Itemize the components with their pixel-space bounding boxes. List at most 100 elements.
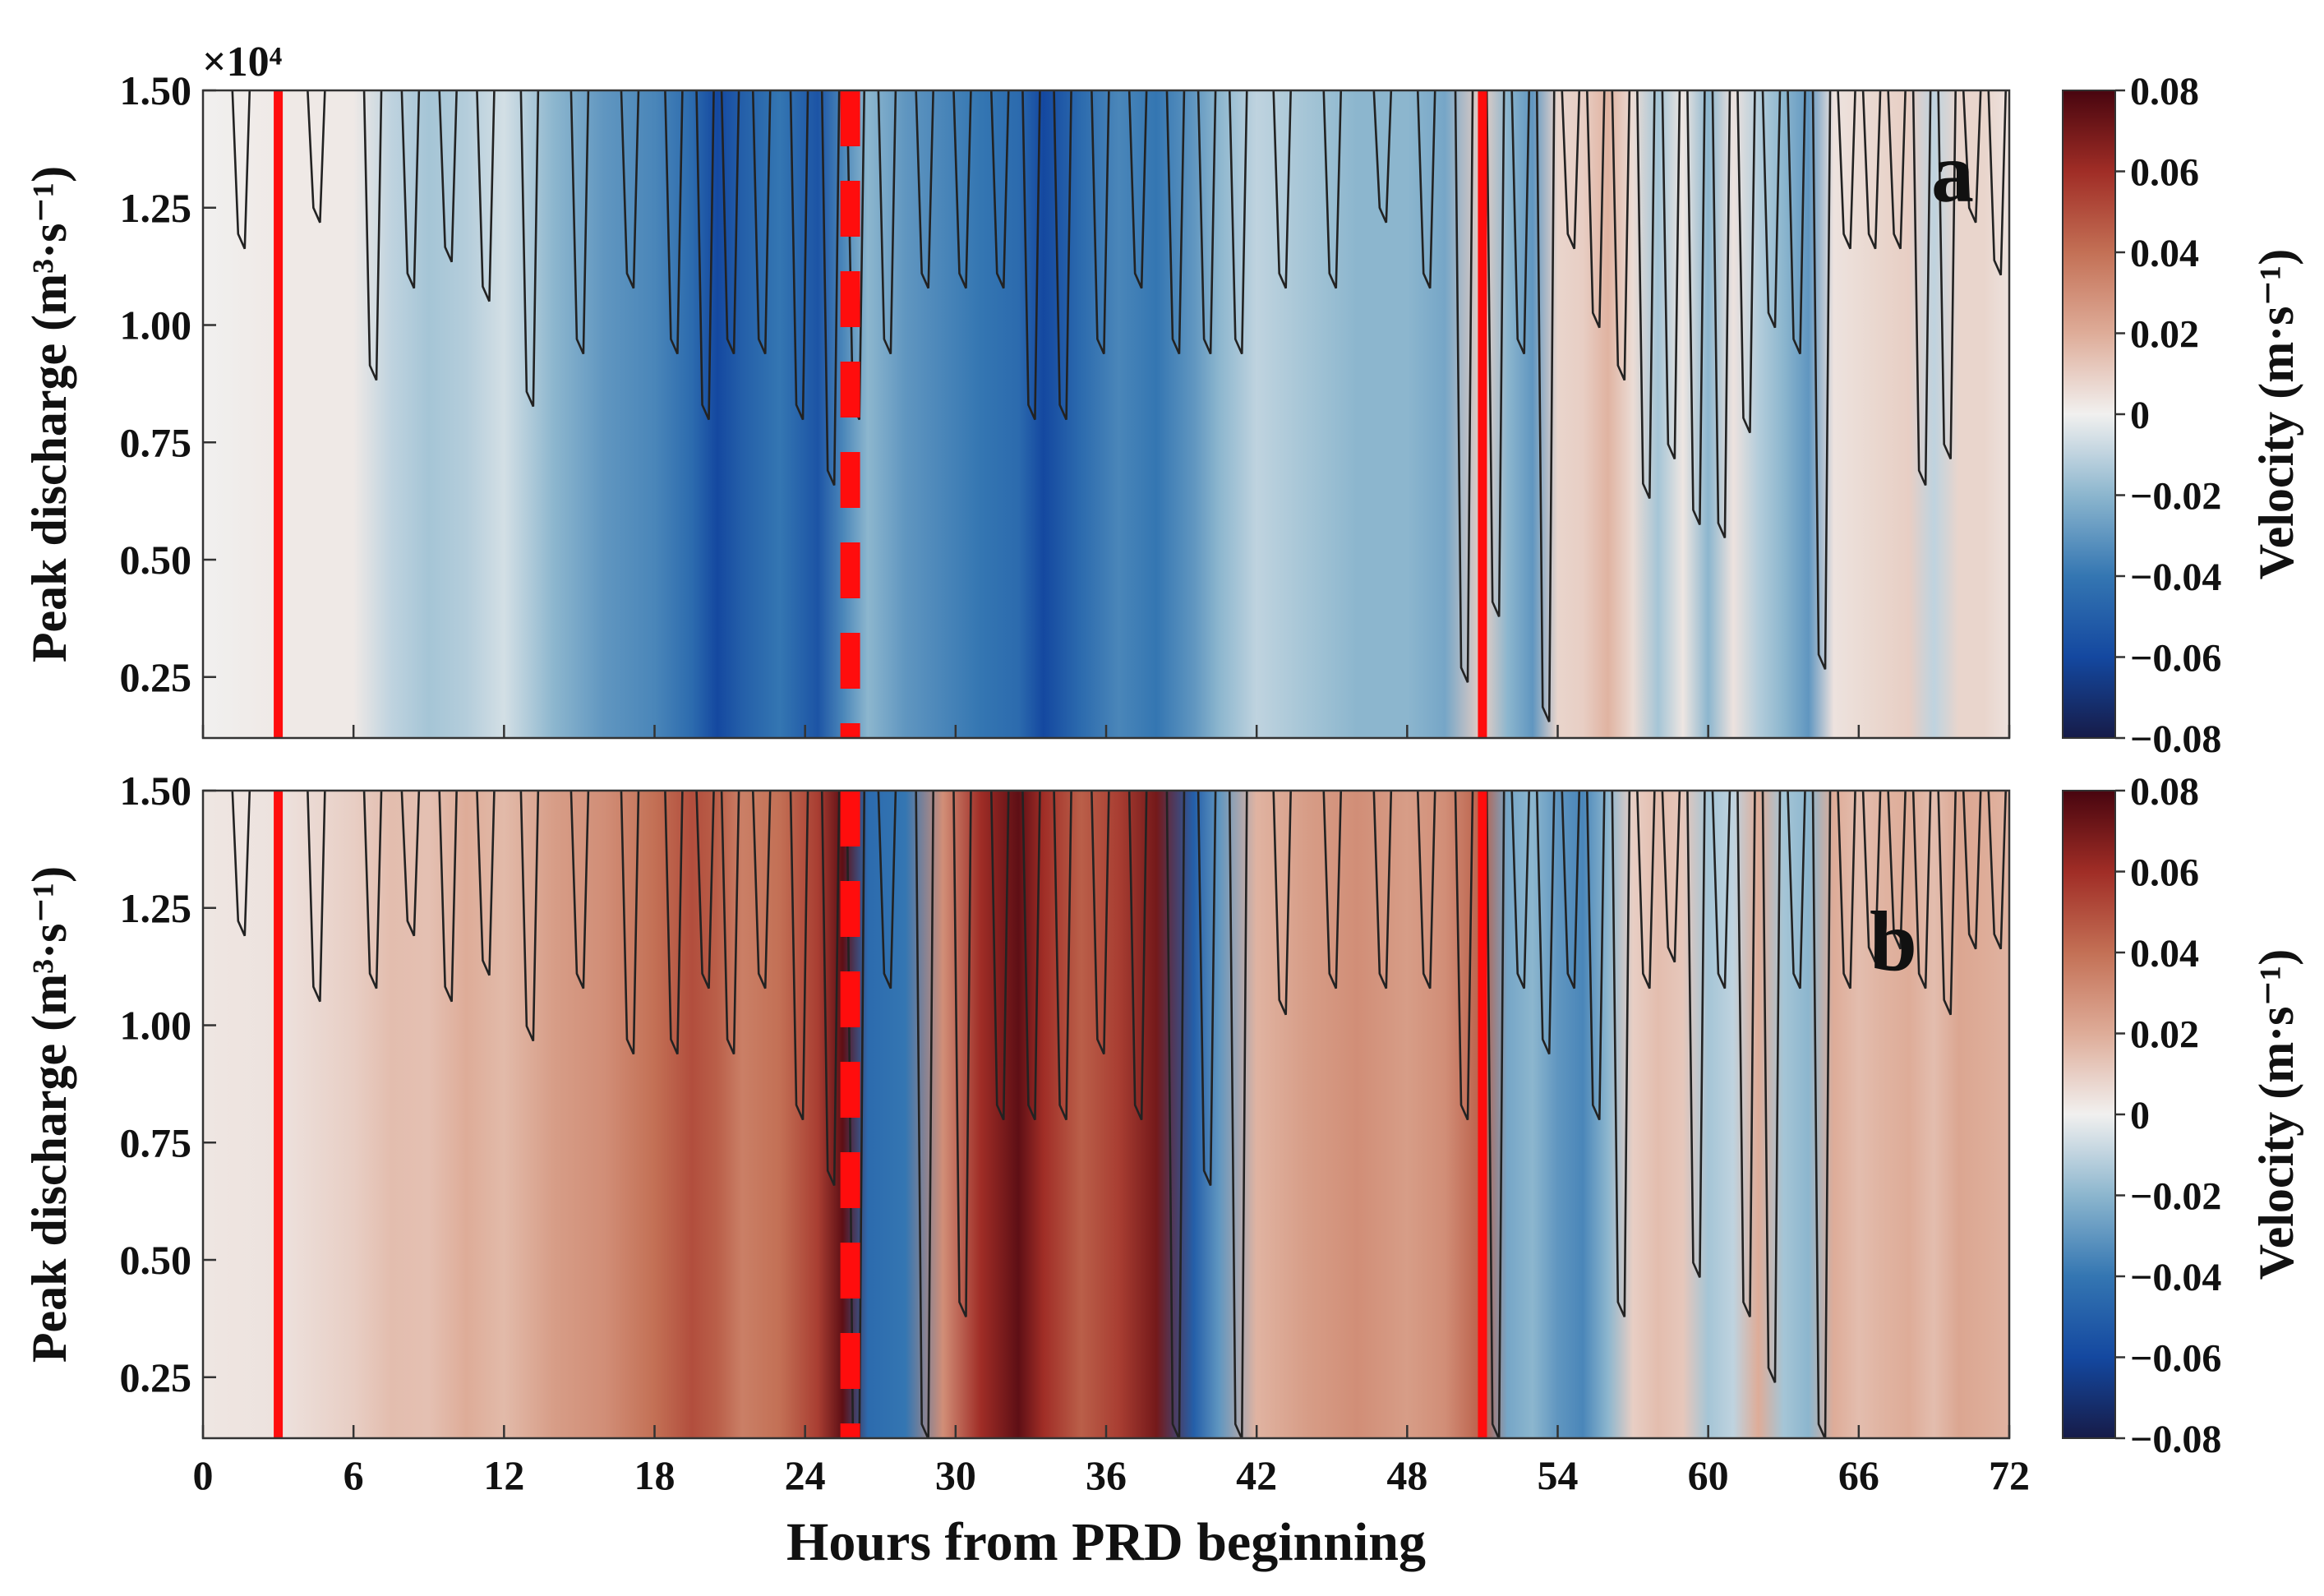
panel-b: 0.25 0.50 0.75 1.00 1.25 1.50 b Peak discharg… xyxy=(22,768,2303,1461)
contour-line xyxy=(1811,791,1832,1438)
contour-line xyxy=(1561,791,1581,989)
contour-line xyxy=(1937,791,1957,1016)
contour-line xyxy=(1962,90,1982,224)
contour-line xyxy=(877,791,897,989)
contour-line xyxy=(1937,90,1957,460)
contour-line xyxy=(1053,90,1072,421)
colorbar-tick-label: −0.08 xyxy=(2130,717,2221,761)
contour-line xyxy=(519,90,540,408)
contour-line xyxy=(1165,791,1186,1438)
contour-line xyxy=(1761,791,1782,1383)
y-tick-label: 0.75 xyxy=(120,1119,192,1165)
panel-a-y-ticks: 0.25 0.50 0.75 1.00 1.25 1.50 xyxy=(120,67,216,700)
contour-line xyxy=(1510,791,1531,989)
contour-line xyxy=(307,791,326,1003)
contour-line xyxy=(695,791,715,989)
contour-line xyxy=(1962,791,1982,950)
contour-line xyxy=(1887,90,1907,250)
contour-line xyxy=(1127,90,1148,289)
contour-line xyxy=(1416,791,1436,989)
panel-a: 0.25 0.50 0.75 1.00 1.25 1.50 ×10⁴ a Peak dis… xyxy=(22,39,2303,761)
x-tick-label: 42 xyxy=(1236,1452,1277,1498)
contour-line xyxy=(1272,791,1292,1016)
panel-label-b: b xyxy=(1870,894,1917,989)
contour-line xyxy=(664,791,684,1055)
contour-line xyxy=(231,90,251,250)
contour-line xyxy=(1661,90,1681,460)
colorbar-tick-label: 0.02 xyxy=(2130,313,2199,357)
contour-line xyxy=(877,90,897,355)
contour-line xyxy=(915,791,934,1438)
contour-line xyxy=(620,791,640,1055)
panel-a-contours xyxy=(231,90,2008,722)
contour-line xyxy=(1911,791,1932,989)
contour-line xyxy=(952,90,972,289)
colorbar-b-ticks: 0.08 0.06 0.04 0.02 0 −0.02 −0.04 −0.06 −0.08 xyxy=(2115,770,2221,1461)
contour-line xyxy=(1485,90,1506,617)
contour-line xyxy=(1636,90,1656,500)
contour-line xyxy=(1510,90,1531,355)
contour-line xyxy=(307,90,326,224)
contour-line xyxy=(1127,791,1148,1121)
colorbar-tick-label: −0.08 xyxy=(2130,1418,2221,1461)
contour-line xyxy=(1485,791,1506,1438)
colorbar-label-a: Velocity (m·s⁻¹) xyxy=(2249,249,2303,579)
y-tick-label: 1.00 xyxy=(120,1003,192,1049)
contour-line xyxy=(362,791,383,989)
contour-line xyxy=(1372,791,1393,989)
contour-line xyxy=(720,90,740,355)
y-tick-label: 1.50 xyxy=(120,67,192,113)
contour-line xyxy=(1228,791,1248,1438)
colorbar-tick-label: −0.02 xyxy=(2130,475,2221,519)
contour-line xyxy=(915,90,934,289)
contour-line xyxy=(1021,90,1041,421)
colorbar-a-ticks: 0.08 0.06 0.04 0.02 0 −0.02 −0.04 −0.06 −0.08 xyxy=(2115,70,2221,761)
colorbar-b xyxy=(2063,791,2115,1438)
contour-line xyxy=(1987,90,2008,276)
y-tick-label: 0.50 xyxy=(120,1237,192,1283)
y-tick-label: 0.25 xyxy=(120,1354,192,1400)
x-tick-label: 30 xyxy=(935,1452,976,1498)
contour-line xyxy=(231,791,251,937)
y-tick-label: 0.75 xyxy=(120,419,192,465)
x-tick-label: 48 xyxy=(1386,1452,1427,1498)
contour-line xyxy=(1837,90,1856,250)
contour-line xyxy=(1761,90,1782,329)
x-tick-label: 12 xyxy=(483,1452,524,1498)
y-tick-label: 0.25 xyxy=(120,654,192,700)
contour-line xyxy=(695,90,715,421)
contour-line xyxy=(1021,791,1041,1121)
contour-line xyxy=(952,791,972,1317)
colorbar-tick-label: −0.06 xyxy=(2130,1337,2221,1381)
colorbar-tick-label: 0.08 xyxy=(2130,70,2199,113)
x-axis-ticks: 0 6 12 18 24 30 36 42 48 54 60 66 72 xyxy=(193,725,2030,1498)
contour-line xyxy=(1611,90,1631,381)
contour-line xyxy=(1736,791,1756,1317)
contour-line xyxy=(1197,90,1217,355)
contour-line xyxy=(438,90,458,263)
colorbar-tick-label: −0.04 xyxy=(2130,556,2221,599)
contour-line xyxy=(1165,90,1186,355)
contour-line xyxy=(1535,791,1556,1055)
contour-line xyxy=(751,90,772,355)
colorbar-tick-label: 0.04 xyxy=(2130,232,2199,275)
contour-line xyxy=(1736,90,1756,434)
colorbar-label-b: Velocity (m·s⁻¹) xyxy=(2249,949,2303,1280)
panel-label-a: a xyxy=(1931,126,1974,220)
contour-line xyxy=(789,90,809,421)
contour-line xyxy=(1454,90,1474,683)
contour-line xyxy=(989,791,1010,1121)
contour-line xyxy=(476,90,496,302)
contour-line xyxy=(569,90,590,355)
contour-line xyxy=(620,90,640,289)
colorbar-tick-label: −0.04 xyxy=(2130,1256,2221,1299)
contour-line xyxy=(1585,791,1606,1121)
contour-line xyxy=(519,791,540,1042)
panel-b-markers xyxy=(274,791,1487,1438)
x-tick-label: 54 xyxy=(1538,1452,1579,1498)
colorbar-tick-label: 0.06 xyxy=(2130,151,2199,195)
contour-line xyxy=(1561,90,1581,250)
colorbar-tick-label: 0.02 xyxy=(2130,1013,2199,1057)
x-tick-label: 24 xyxy=(785,1452,826,1498)
